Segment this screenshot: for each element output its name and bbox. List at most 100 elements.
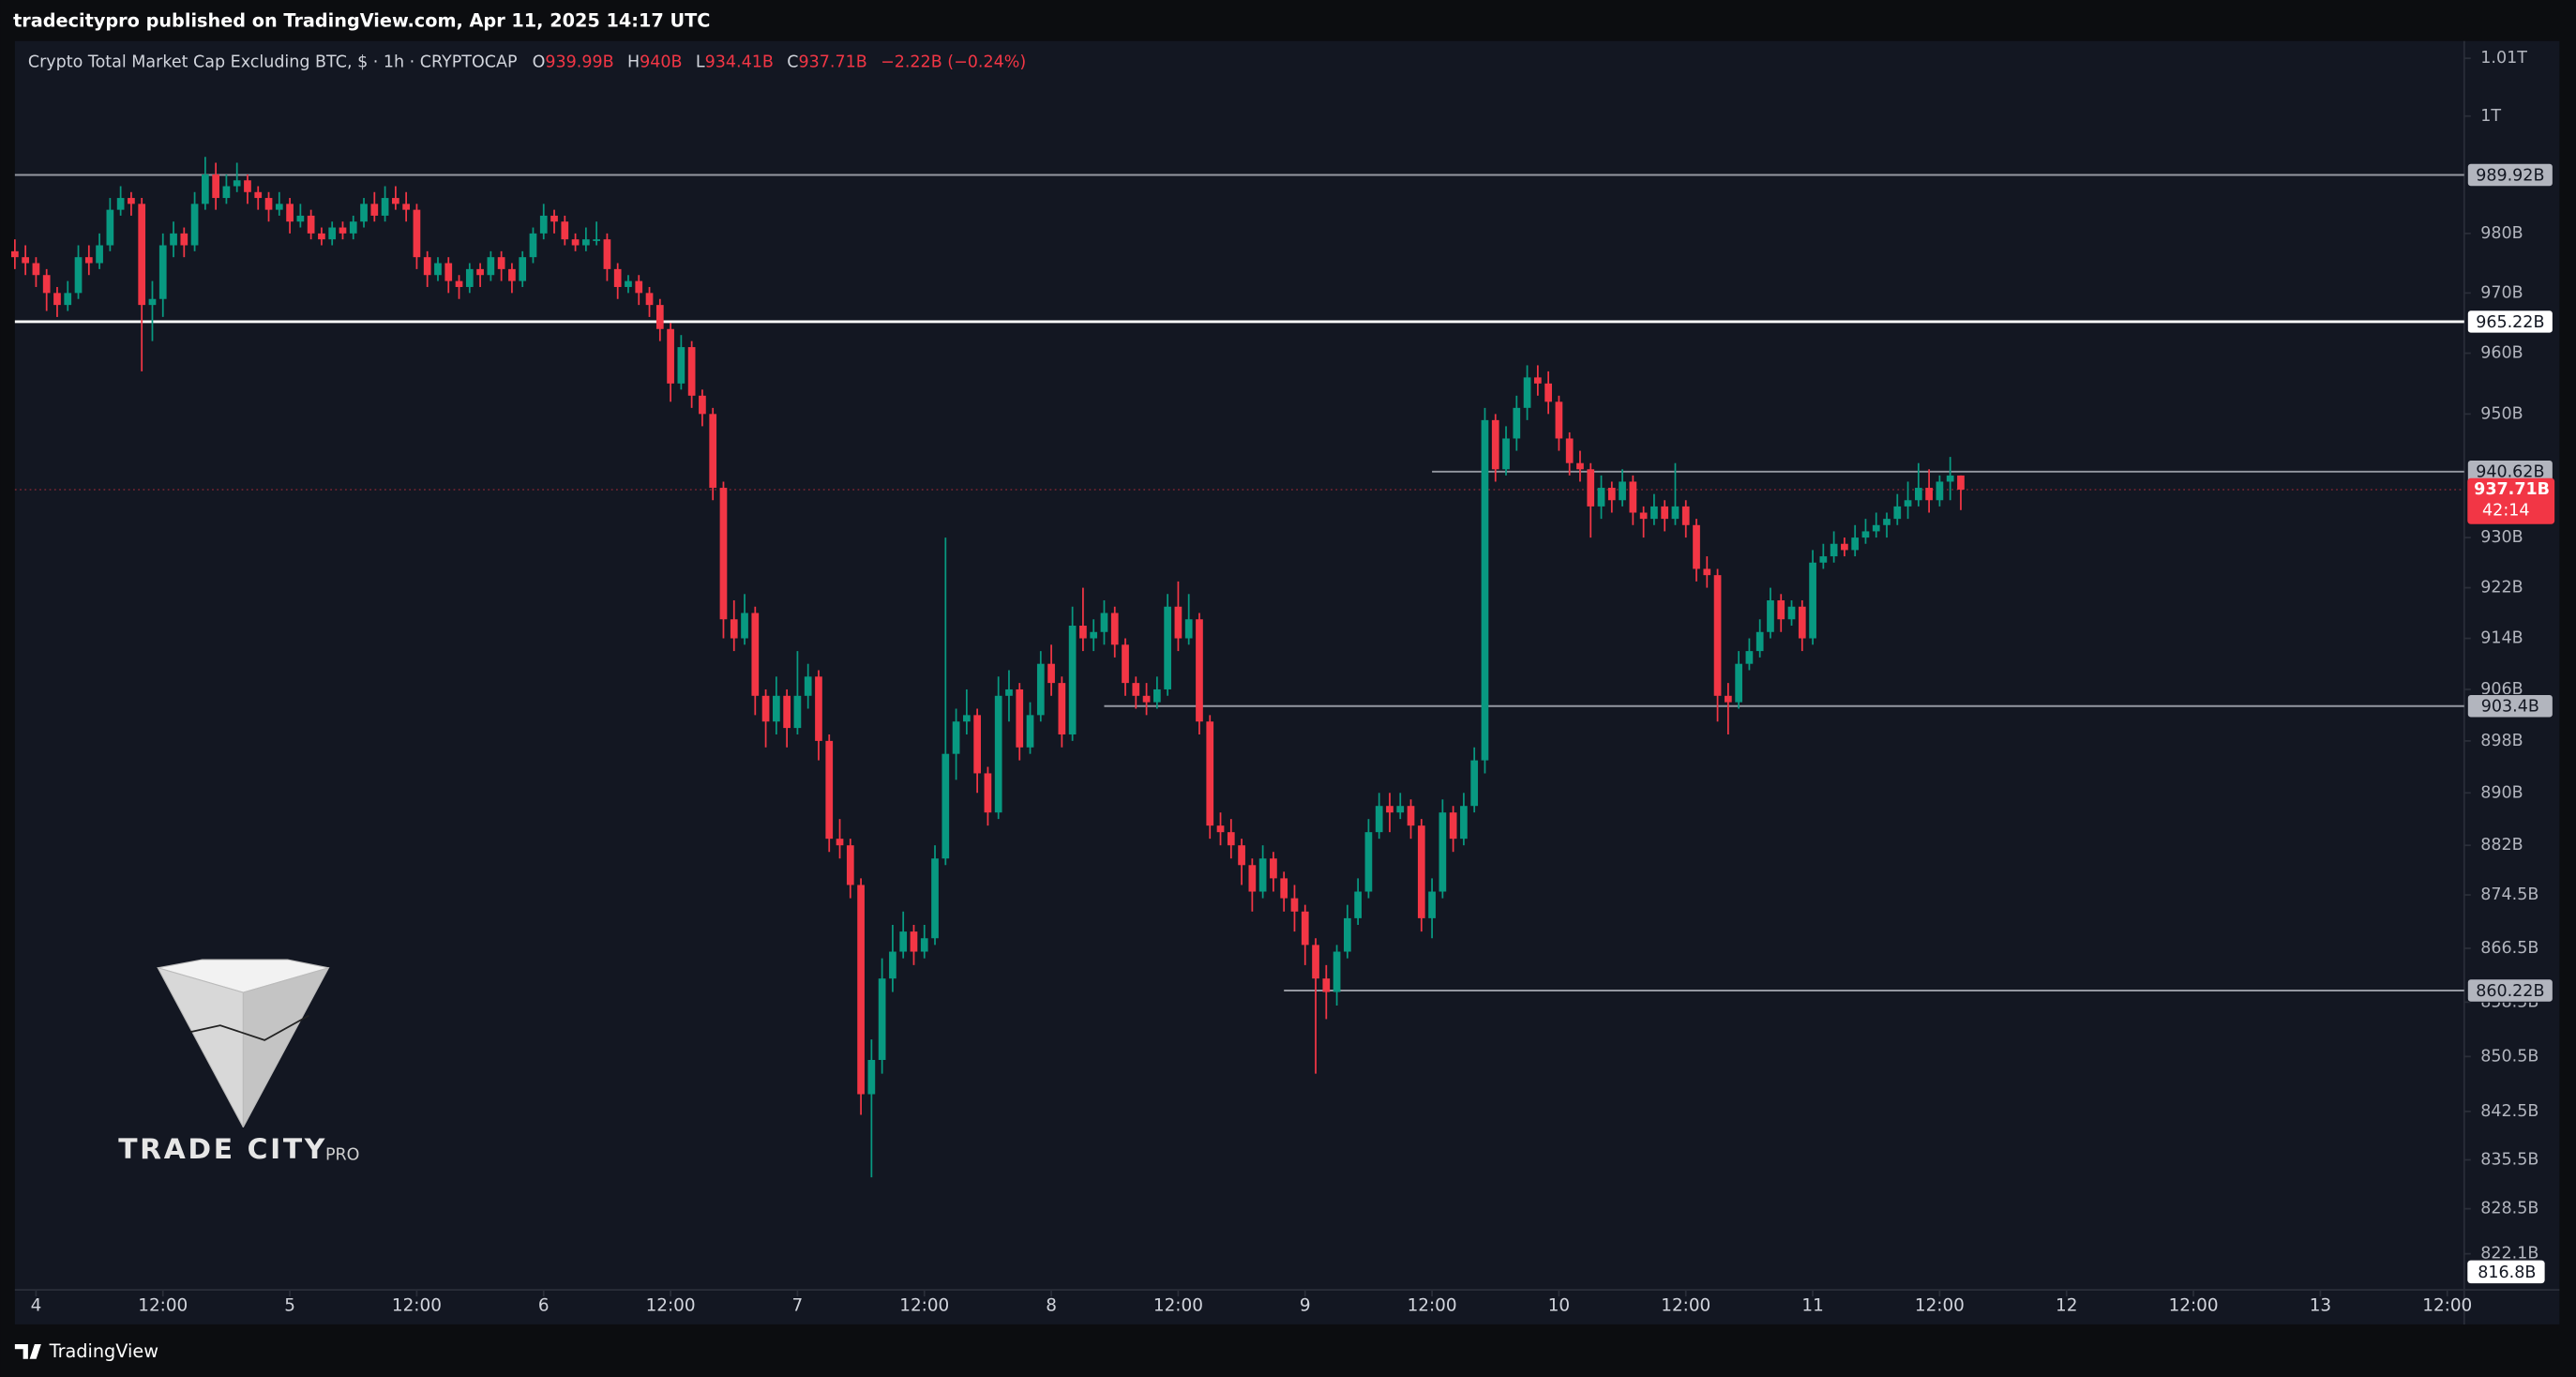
candle-body xyxy=(1386,806,1393,813)
candle-body xyxy=(1502,438,1510,470)
candle-body xyxy=(1851,537,1860,551)
last-price-label: 937.71B xyxy=(2474,480,2550,499)
logo: TRADE CITY PRO xyxy=(118,959,359,1166)
candle-body xyxy=(687,347,696,396)
candle-body xyxy=(1693,524,1700,569)
y-tick-label: 922B xyxy=(2480,579,2523,598)
candle-body xyxy=(1449,812,1457,840)
candle-body xyxy=(973,715,981,774)
candle-body xyxy=(64,293,72,306)
candle-body xyxy=(1047,663,1055,684)
candle-body xyxy=(476,268,484,276)
candle-body xyxy=(867,1059,876,1095)
x-tick-label: 12:00 xyxy=(646,1296,696,1316)
x-tick-label: 13 xyxy=(2310,1296,2331,1316)
y-tick-label: 1T xyxy=(2480,107,2501,126)
legend-l-label: L xyxy=(696,53,705,72)
legend-c: 937.71B xyxy=(798,53,866,72)
candle-body xyxy=(1576,462,1584,470)
candle-body xyxy=(1301,911,1309,946)
candle-body xyxy=(1196,619,1203,722)
level-label: 860.22B xyxy=(2476,982,2544,1001)
candle-body xyxy=(42,275,51,294)
candle-body xyxy=(455,280,463,287)
candle-body xyxy=(434,263,442,276)
candle-body xyxy=(910,931,918,952)
x-tick-label: 12:00 xyxy=(1915,1296,1965,1316)
candle-body xyxy=(1607,488,1616,501)
candle-body xyxy=(793,695,802,729)
candle-body xyxy=(116,198,125,210)
candle-body xyxy=(381,198,389,216)
candle-body xyxy=(32,263,40,276)
level-label: 940.62B xyxy=(2476,463,2544,482)
y-tick-label: 930B xyxy=(2480,528,2523,547)
plot-area xyxy=(14,40,2464,1324)
level-label-box xyxy=(2466,978,2553,1003)
candle-body xyxy=(212,174,219,199)
candle-body xyxy=(1122,644,1129,684)
candle-body xyxy=(1587,469,1595,507)
candle-body xyxy=(519,257,527,281)
candle-body xyxy=(815,676,822,741)
footer: TradingView xyxy=(14,1340,158,1362)
candle-body xyxy=(1344,917,1351,952)
x-tick-label: 12:00 xyxy=(1661,1296,1710,1316)
x-tick-label: 5 xyxy=(284,1296,295,1316)
candle-body xyxy=(730,619,738,639)
candle-body xyxy=(1914,488,1922,501)
candle-body xyxy=(1798,606,1806,639)
candle-body xyxy=(1872,524,1880,532)
candle-body xyxy=(550,215,558,222)
level-label-box xyxy=(2466,693,2553,719)
candle-body xyxy=(645,293,654,306)
candle-body xyxy=(1312,945,1319,979)
candle-body xyxy=(1513,407,1521,439)
candle-body xyxy=(836,839,844,846)
candle-body xyxy=(275,204,283,210)
x-tick-label: 12 xyxy=(2056,1296,2077,1316)
candle-body xyxy=(984,773,992,813)
candle-body xyxy=(1428,891,1436,918)
x-tick-label: 11 xyxy=(1801,1296,1823,1316)
x-tick-label: 12:00 xyxy=(2422,1296,2472,1316)
candle-body xyxy=(920,938,928,952)
candle-body xyxy=(952,721,960,754)
candle-body xyxy=(1597,488,1605,507)
y-tick-label: 906B xyxy=(2480,680,2523,699)
candle-body xyxy=(1755,631,1764,652)
legend-h: 940B xyxy=(640,53,682,72)
candle-body xyxy=(170,233,177,246)
candle-body xyxy=(889,951,896,979)
bottom-marker-label: 816.8B xyxy=(2478,1264,2536,1282)
candle-body xyxy=(1079,625,1087,639)
candle-body xyxy=(413,209,421,258)
candle-body xyxy=(444,263,453,281)
candle-body xyxy=(1290,898,1299,912)
x-tick-label: 12:00 xyxy=(392,1296,442,1316)
x-tick-label: 7 xyxy=(792,1296,804,1316)
candle-body xyxy=(1068,625,1077,734)
y-tick-label: 828.5B xyxy=(2480,1200,2538,1218)
candle-body xyxy=(593,239,600,241)
candle-body xyxy=(1270,858,1277,879)
candle-body xyxy=(1216,825,1225,833)
candle-body xyxy=(1830,543,1838,557)
candle-body xyxy=(138,204,146,306)
y-tick-label: 866.5B xyxy=(2480,939,2538,958)
x-tick-label: 10 xyxy=(1548,1296,1570,1316)
candle-body xyxy=(339,227,347,234)
candle-body xyxy=(392,198,399,204)
candle-body xyxy=(1809,562,1816,639)
candle-body xyxy=(96,245,103,264)
candle-body xyxy=(1110,613,1119,645)
footer-brand: TradingView xyxy=(49,1340,158,1362)
candle-body xyxy=(1703,568,1711,576)
candle-body xyxy=(994,695,1002,813)
candle-body xyxy=(1777,600,1785,620)
y-tick-label: 874.5B xyxy=(2480,885,2538,904)
legend-l: 934.41B xyxy=(705,53,774,72)
candle-body xyxy=(1132,683,1140,696)
candle-body xyxy=(561,221,569,240)
legend-c-label: C xyxy=(787,53,798,72)
